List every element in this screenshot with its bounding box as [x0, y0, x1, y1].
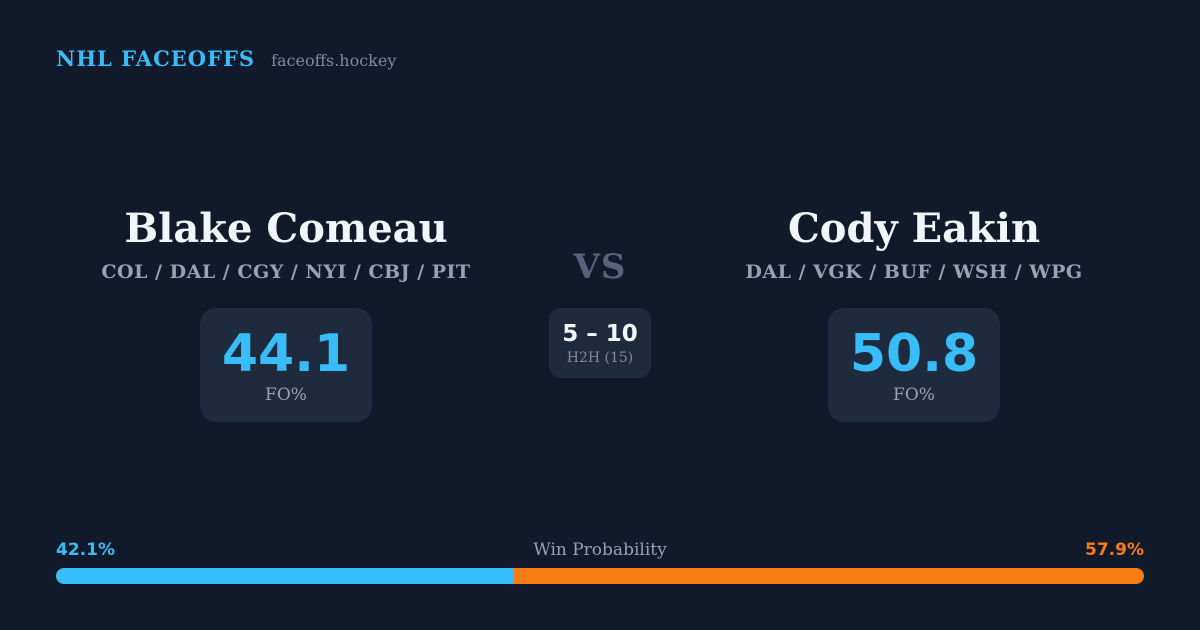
- fo-label-left: FO%: [265, 384, 307, 405]
- win-probability-bar: [56, 568, 1144, 584]
- player-panel-left: Blake Comeau COL / DAL / CGY / NYI / CBJ…: [76, 205, 496, 422]
- win-probability-labels: 42.1% Win Probability 57.9%: [56, 540, 1144, 564]
- fo-value-right: 50.8: [849, 323, 979, 384]
- fo-value-left: 44.1: [221, 323, 351, 384]
- player-teams-left: COL / DAL / CGY / NYI / CBJ / PIT: [101, 261, 471, 283]
- player-name-right: Cody Eakin: [787, 205, 1041, 252]
- versus-panel: VS 5 – 10 H2H (15): [500, 246, 700, 378]
- win-probability-title: Win Probability: [533, 540, 667, 560]
- fo-stat-card-right: 50.8 FO%: [828, 308, 1000, 422]
- player-teams-right: DAL / VGK / BUF / WSH / WPG: [745, 261, 1083, 283]
- fo-stat-card-left: 44.1 FO%: [200, 308, 372, 422]
- site-url: faceoffs.hockey: [271, 51, 397, 70]
- vs-label: VS: [573, 247, 627, 287]
- win-probability-bar-right-segment: [514, 568, 1144, 584]
- win-probability-right-pct: 57.9%: [1085, 540, 1144, 560]
- header: NHL FACEOFFS faceoffs.hockey: [56, 46, 396, 71]
- h2h-score: 5 – 10: [562, 320, 638, 347]
- h2h-label: H2H (15): [566, 349, 634, 366]
- fo-label-right: FO%: [893, 384, 935, 405]
- win-probability-left-pct: 42.1%: [56, 540, 115, 560]
- player-name-left: Blake Comeau: [124, 205, 448, 252]
- player-panel-right: Cody Eakin DAL / VGK / BUF / WSH / WPG 5…: [704, 205, 1124, 422]
- brand-logo-text: NHL FACEOFFS: [56, 46, 256, 71]
- h2h-card: 5 – 10 H2H (15): [549, 308, 651, 378]
- win-probability-bar-left-segment: [56, 568, 515, 584]
